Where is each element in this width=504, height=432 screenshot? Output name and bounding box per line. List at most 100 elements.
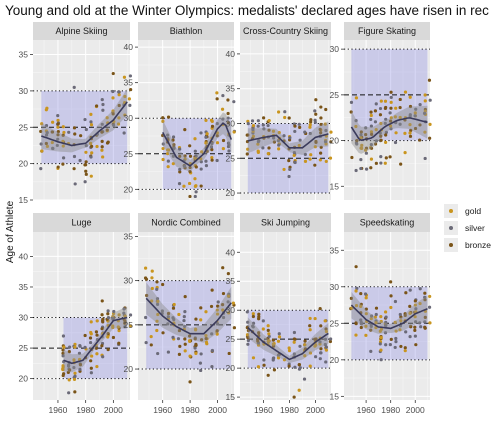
- y-tick-label: 20: [330, 355, 340, 365]
- data-point: [363, 292, 368, 296]
- data-point: [210, 365, 214, 369]
- data-point: [413, 315, 417, 319]
- data-point: [210, 148, 214, 152]
- data-point: [428, 122, 432, 126]
- data-point: [419, 325, 423, 329]
- data-point: [105, 128, 109, 132]
- strip-label: Biathlon: [170, 26, 203, 36]
- data-point: [408, 304, 412, 308]
- data-point: [283, 110, 287, 114]
- data-point: [155, 297, 160, 301]
- data-point: [67, 378, 71, 382]
- data-point: [262, 363, 266, 367]
- data-point: [193, 194, 197, 199]
- y-tick-label: 20: [124, 364, 134, 374]
- data-point: [403, 90, 408, 94]
- data-point: [428, 136, 432, 140]
- data-point: [246, 133, 250, 137]
- y-tick-label: 20: [19, 374, 29, 384]
- data-point: [161, 142, 165, 146]
- data-point: [272, 136, 276, 140]
- data-point: [293, 124, 297, 128]
- data-point: [379, 134, 383, 138]
- y-tick-label: 30: [226, 305, 236, 315]
- data-point: [323, 122, 327, 126]
- data-point: [373, 120, 378, 124]
- data-point: [403, 346, 407, 350]
- y-tick-label: 35: [19, 50, 29, 60]
- y-tick-label: 15: [19, 195, 29, 205]
- data-point: [117, 341, 121, 345]
- legend-dot-gold: [449, 209, 453, 213]
- x-tick-label: 1980: [381, 405, 400, 415]
- y-tick-label: 40: [226, 49, 236, 59]
- data-point: [313, 109, 317, 113]
- data-point: [389, 305, 393, 310]
- y-tick-label: 35: [226, 276, 236, 286]
- data-point: [200, 150, 204, 154]
- data-point: [166, 315, 170, 319]
- data-point: [267, 334, 271, 339]
- data-point: [271, 356, 275, 361]
- data-point: [105, 116, 109, 120]
- data-point: [72, 365, 76, 370]
- data-point: [257, 331, 261, 335]
- data-point: [379, 155, 383, 159]
- data-point: [319, 145, 323, 149]
- data-point: [226, 111, 230, 116]
- data-point: [408, 114, 412, 118]
- data-point: [428, 294, 432, 299]
- data-point: [313, 344, 317, 348]
- data-point: [364, 296, 368, 300]
- data-point: [79, 134, 83, 138]
- data-point: [61, 367, 65, 371]
- data-point: [44, 141, 48, 146]
- data-point: [117, 116, 121, 120]
- data-point: [61, 373, 65, 378]
- data-point: [266, 373, 270, 377]
- data-point: [227, 311, 231, 315]
- data-point: [122, 75, 127, 79]
- data-point: [171, 138, 175, 142]
- data-point: [161, 282, 165, 287]
- data-point: [40, 149, 44, 153]
- data-point: [256, 365, 261, 369]
- data-point: [394, 336, 398, 341]
- y-tick-label: 20: [19, 159, 29, 169]
- data-point: [251, 314, 256, 319]
- data-point: [276, 339, 281, 343]
- data-point: [272, 140, 276, 144]
- data-point: [277, 335, 282, 339]
- data-point: [329, 337, 333, 341]
- data-point: [149, 343, 153, 347]
- data-point: [308, 125, 312, 129]
- data-point: [183, 342, 187, 346]
- data-point: [308, 316, 312, 321]
- data-point: [149, 334, 153, 339]
- strip-background: [33, 213, 130, 232]
- data-point: [117, 93, 121, 97]
- data-point: [313, 145, 317, 149]
- data-point: [292, 150, 296, 155]
- strip-label: Luge: [71, 218, 91, 228]
- data-point: [171, 162, 175, 166]
- y-tick-label: 40: [124, 42, 134, 52]
- data-point: [369, 166, 373, 170]
- data-point: [369, 117, 373, 122]
- data-point: [111, 89, 115, 94]
- data-point: [150, 299, 154, 303]
- smooth-trend-line: [247, 133, 329, 149]
- data-point: [55, 143, 59, 148]
- smooth-confidence-ribbon: [41, 88, 128, 153]
- data-point: [319, 324, 323, 328]
- data-point: [318, 357, 322, 361]
- data-point: [226, 121, 230, 125]
- data-point: [267, 128, 271, 132]
- data-point: [221, 266, 225, 270]
- data-point: [282, 134, 286, 138]
- data-point: [384, 130, 388, 134]
- y-tick-label: 25: [124, 149, 134, 159]
- data-point: [178, 147, 182, 151]
- smooth-trend-line: [350, 304, 428, 330]
- data-point: [277, 131, 281, 135]
